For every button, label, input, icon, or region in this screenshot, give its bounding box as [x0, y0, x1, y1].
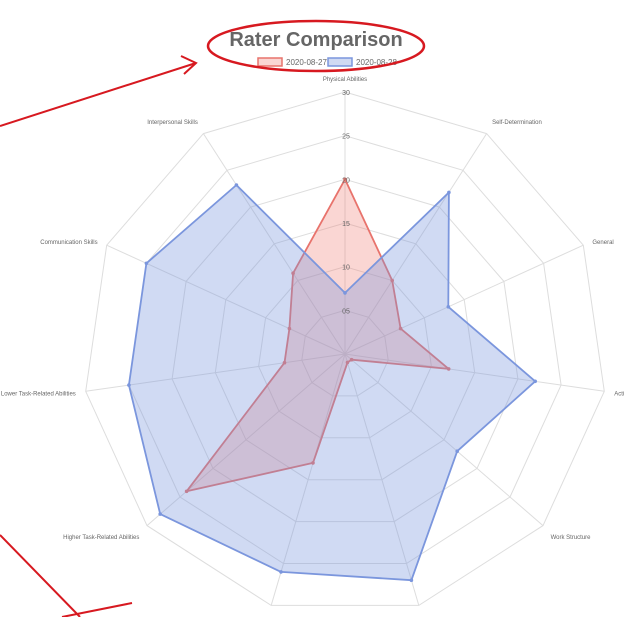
series-2-point-8 [158, 512, 162, 516]
category-label: Communication Skills [40, 240, 97, 246]
series-1-point-2 [390, 278, 395, 283]
annotation-ellipse [206, 19, 426, 73]
grid-spoke-6 [344, 353, 420, 606]
grid-spoke-4 [344, 353, 605, 392]
series-2-point-2 [447, 190, 451, 195]
legend-swatch-series-1 [257, 57, 283, 67]
grid-spoke-5 [344, 353, 544, 526]
legend-label-series-1: 2020-08-27 [286, 58, 327, 67]
series-1-point-4 [446, 367, 451, 371]
annotation-arrow-top [0, 62, 197, 127]
radial-tick-label: 10 [342, 265, 350, 272]
series-2-point-1 [343, 291, 347, 295]
grid-spoke-11 [202, 133, 346, 355]
series-1-point-6 [345, 360, 350, 365]
radial-tick-label: 25 [342, 134, 350, 141]
series-1-point-1 [343, 177, 347, 182]
annotation-line-bottom-left [0, 534, 81, 617]
grid-ring-6 [85, 91, 605, 606]
category-label: Activity [614, 392, 624, 398]
grid-ring-5 [128, 135, 562, 564]
series-1-point-7 [311, 461, 315, 465]
radial-tick-label: 05 [342, 308, 350, 315]
grid-ring-3 [214, 222, 476, 481]
category-label: Self-Determination [492, 120, 542, 126]
series-2-point-10 [144, 261, 149, 266]
grid-spoke-2 [344, 133, 488, 355]
series-1-point-3 [398, 326, 403, 331]
series-2-point-9 [127, 383, 131, 387]
series-2-point-5 [455, 449, 460, 454]
radar-grid [85, 91, 605, 606]
category-label: Work Structure [551, 535, 592, 541]
category-label: Lower Task-Related Abilities [1, 392, 76, 398]
grid-ring-2 [258, 266, 432, 439]
chart-title: Rater Comparison [229, 29, 402, 51]
series-1-point-10 [287, 326, 292, 331]
radial-tick-label: 15 [342, 221, 350, 228]
series-2-point-7 [279, 570, 283, 574]
radial-tick-label: 30 [342, 90, 350, 97]
radial-tick-label: 20 [342, 177, 350, 184]
series-area-1 [185, 178, 450, 493]
series-2-point-4 [533, 379, 537, 384]
legend: 2020-08-27 2020-08-28 [257, 57, 397, 67]
grid-spoke-3 [344, 244, 584, 355]
category-label: Higher Task-Related Abilities [63, 535, 139, 541]
grid-ring-4 [171, 178, 519, 523]
series-1-point-11 [291, 271, 295, 276]
annotation-line-bottom-center [61, 602, 133, 617]
category-labels: Physical Abilities Self-Determination Gene… [1, 77, 624, 541]
series-2-point-3 [446, 305, 451, 309]
grid-ring-1 [301, 309, 389, 397]
series-1-point-5 [349, 357, 354, 362]
category-label: Physical Abilities [323, 77, 367, 83]
series-1-point-9 [282, 360, 287, 365]
radar-series [127, 177, 537, 582]
grid-spoke-7 [270, 353, 346, 606]
category-label: Interpersonal Skills [147, 120, 198, 126]
grid-spoke-8 [146, 353, 346, 526]
category-label: General [592, 240, 613, 246]
series-2-point-11 [234, 183, 239, 187]
series-2-point-6 [409, 578, 414, 582]
annotation-arrowhead-top [180, 55, 198, 75]
series-1-point-8 [184, 489, 189, 494]
legend-swatch-series-2 [327, 57, 353, 67]
series-area-2 [127, 184, 537, 582]
radial-tick-labels: 05 10 15 20 25 30 [342, 90, 350, 315]
legend-label-series-2: 2020-08-28 [356, 58, 397, 67]
